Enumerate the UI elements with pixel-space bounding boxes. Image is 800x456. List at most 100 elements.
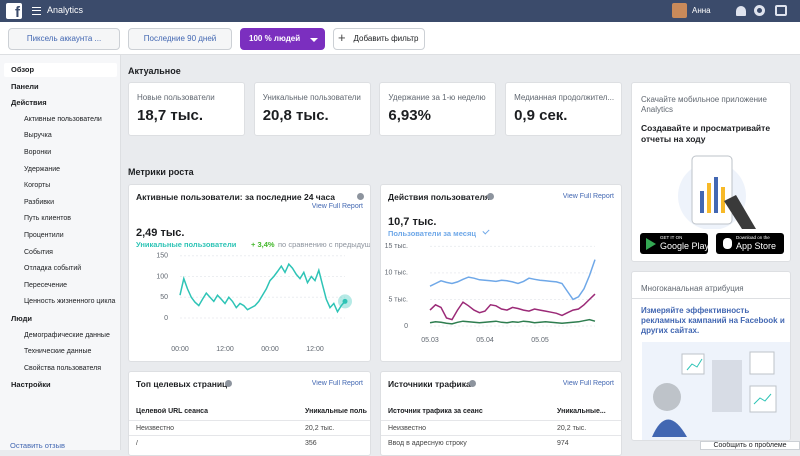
nav-item[interactable]: Люди xyxy=(11,314,32,323)
help-icon[interactable] xyxy=(775,5,787,16)
comparison: по сравнению с предыдущими 2 xyxy=(278,240,370,249)
chart-title: Действия пользователя xyxy=(388,192,490,202)
period-button[interactable]: Последние 90 дней xyxy=(128,28,232,50)
column-header: Уникальные... xyxy=(557,408,606,415)
nav-subitem[interactable]: События xyxy=(24,248,53,256)
legend-entry: Уникальные пользователи xyxy=(136,240,237,249)
nav-subitem[interactable]: Технические данные xyxy=(24,348,92,356)
tooltip[interactable]: Сообщить о проблеме xyxy=(700,441,800,450)
nav-subitem[interactable]: Пересечение xyxy=(24,281,68,289)
nav-subitem[interactable]: Демографические данные xyxy=(24,331,110,339)
promo-title: Скачайте мобильное приложение Analytics xyxy=(641,95,767,114)
nav-subitem[interactable]: Активные пользователи xyxy=(24,115,102,123)
row-divider xyxy=(129,435,370,436)
info-icon[interactable] xyxy=(469,380,476,387)
promo-card: Скачайте мобильное приложение Analytics … xyxy=(631,82,791,262)
top-bar: f Analytics Анна xyxy=(0,0,800,22)
metric-label: Новые пользователи xyxy=(137,93,215,102)
nav-item[interactable]: Панели xyxy=(11,81,39,91)
check-icon xyxy=(482,227,490,235)
badge-small: Download on the xyxy=(736,235,770,240)
sidebar: Оставить отзыв Обзор Панели Действия Активн… xyxy=(0,55,121,450)
nav-subitem[interactable]: Когорты xyxy=(24,182,51,190)
nav-subitem[interactable]: Разбивки xyxy=(24,198,54,206)
nav-item[interactable]: Настройки xyxy=(11,380,51,390)
nav-subitem[interactable]: Свойства пользователя xyxy=(24,364,102,372)
table-card: Источники трафика View Full Report Источни… xyxy=(380,371,622,456)
attribution-card: Многоканальная атрибуция Измеряйте эффек… xyxy=(631,271,791,441)
chart-total: 10,7 тыс. xyxy=(388,216,437,228)
attribution-text: Измеряйте эффективность рекламных кампан… xyxy=(641,306,785,335)
section-title: Актуальное xyxy=(128,66,181,76)
report-link[interactable]: View Full Report xyxy=(311,203,363,210)
metric-label: Удержание за 1-ю неделю xyxy=(388,93,486,102)
table-cell: 20,2 тыс. xyxy=(305,425,335,432)
table-title: Топ целевых страниц xyxy=(136,379,228,389)
nav-subitem[interactable]: Ценность жизненного цикла xyxy=(24,298,116,306)
metric-card: Удержание за 1-ю неделю 6,93% xyxy=(379,82,497,136)
nav-subitem[interactable]: Воронки xyxy=(24,149,52,156)
apple-icon xyxy=(723,238,732,249)
google-play-badge[interactable]: GET IT ON Google Play xyxy=(640,233,708,254)
badge-small: GET IT ON xyxy=(660,235,683,240)
notifications-icon[interactable] xyxy=(736,6,746,16)
metric-label: Уникальные пользователи xyxy=(262,93,361,102)
plus-icon: + xyxy=(338,32,346,44)
avatar[interactable] xyxy=(672,3,687,18)
pixel-button[interactable]: Пиксель аккаунта ... xyxy=(8,28,120,50)
settings-icon[interactable] xyxy=(754,5,765,16)
toolbar: Пиксель аккаунта ... Последние 90 дней 1… xyxy=(0,22,800,55)
row-divider xyxy=(381,435,621,436)
feedback-link[interactable]: Оставить отзыв xyxy=(10,441,65,450)
table-cell: Неизвестно xyxy=(388,425,427,432)
promo-text: Создавайте и просматривайте отчеты на хо… xyxy=(641,123,771,144)
metric-value: 18,7 тыс. xyxy=(137,107,204,124)
logo[interactable]: f xyxy=(6,3,22,19)
chart-card: Действия пользователя View Full Report 1… xyxy=(380,184,622,362)
info-icon[interactable] xyxy=(357,193,364,200)
info-icon[interactable] xyxy=(487,193,494,200)
play-icon xyxy=(646,238,656,250)
chart-total: 2,49 тыс. xyxy=(136,227,185,239)
section-title: Метрики роста xyxy=(128,167,194,177)
column-header: Целевой URL сеанса xyxy=(136,408,209,415)
report-link[interactable]: View Full Report xyxy=(562,380,614,387)
table-title: Источники трафика xyxy=(388,379,471,389)
change: + 3,4% xyxy=(251,240,275,249)
divider xyxy=(632,298,790,299)
metric-value: 0,9 сек. xyxy=(514,107,568,124)
nav-subitem[interactable]: Выручка xyxy=(24,132,52,140)
table-cell: / xyxy=(136,440,138,447)
nav-item[interactable]: Действия xyxy=(11,98,47,108)
table-cell: 356 xyxy=(305,440,317,447)
metric-card: Уникальные пользователи 20,8 тыс. xyxy=(253,82,371,136)
report-link[interactable]: View Full Report xyxy=(311,380,363,387)
nav-subitem[interactable]: Процентили xyxy=(24,232,64,239)
metric-card: Новые пользователи 18,7 тыс. xyxy=(128,82,245,136)
table-cell: Неизвестно xyxy=(136,425,175,432)
report-link[interactable]: View Full Report xyxy=(562,193,614,200)
nav-subitem[interactable]: Удержание xyxy=(24,165,61,173)
table-cell: 20,2 тыс. xyxy=(557,425,587,432)
legend-entry: Пользователи за месяц xyxy=(388,229,476,238)
attribution-illustration xyxy=(642,342,790,440)
nav-item[interactable]: Обзор xyxy=(4,63,117,77)
info-icon[interactable] xyxy=(225,380,232,387)
table-cell: 974 xyxy=(557,440,569,447)
app-title: Analytics xyxy=(47,5,84,15)
metric-value: 20,8 тыс. xyxy=(262,107,329,124)
nav-subitem[interactable]: Отладка событий xyxy=(24,265,82,273)
user-name[interactable]: Анна xyxy=(692,6,711,15)
nav-subitem[interactable]: Путь клиентов xyxy=(24,215,71,223)
add-filter-button[interactable]: Добавить фильтр xyxy=(333,28,425,50)
row-divider xyxy=(381,420,621,421)
chart-card: Активные пользователи: за последние 24 ч… xyxy=(128,184,371,362)
table-card: Топ целевых страниц View Full Report Целев… xyxy=(128,371,371,456)
audience-button[interactable]: 100 % людей xyxy=(240,28,325,50)
chart-title: Активные пользователи: за последние 24 ч… xyxy=(136,192,336,202)
phone-illustration xyxy=(678,155,756,229)
app-store-badge[interactable]: Download on the App Store xyxy=(716,233,784,254)
menu-icon[interactable] xyxy=(32,7,41,15)
table-cell: Ввод в адресную строку xyxy=(388,440,467,447)
